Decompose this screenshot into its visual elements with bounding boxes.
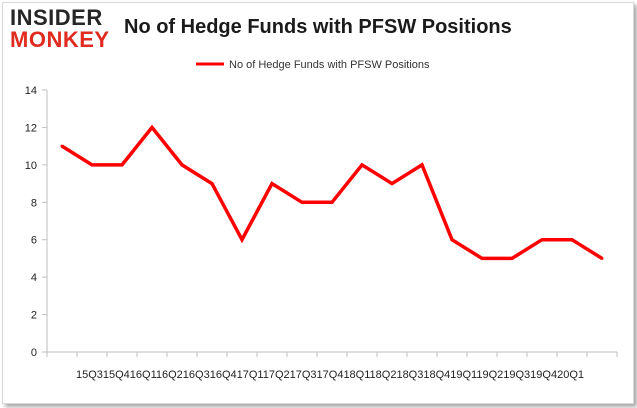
y-tick-label: 0 bbox=[31, 347, 37, 359]
data-point bbox=[210, 182, 214, 186]
data-point bbox=[120, 163, 124, 167]
series-layer bbox=[60, 124, 604, 261]
y-tick-label: 2 bbox=[31, 310, 37, 322]
logo-line-2: MONKEY bbox=[10, 27, 110, 52]
legend: No of Hedge Funds with PFSW Positions bbox=[196, 59, 430, 71]
data-point bbox=[180, 163, 184, 167]
x-axis-ticks bbox=[46, 352, 618, 357]
data-point bbox=[300, 200, 304, 204]
data-point bbox=[480, 256, 484, 260]
y-tick-label: 6 bbox=[31, 235, 37, 247]
y-tick-label: 12 bbox=[25, 122, 37, 134]
data-point bbox=[600, 256, 604, 260]
y-tick-label: 10 bbox=[25, 160, 37, 172]
data-point bbox=[570, 238, 574, 242]
data-point bbox=[360, 163, 364, 167]
data-point bbox=[540, 238, 544, 242]
data-point bbox=[240, 238, 244, 242]
series-line bbox=[61, 124, 603, 261]
data-point bbox=[150, 125, 154, 129]
legend-label: No of Hedge Funds with PFSW Positions bbox=[229, 59, 430, 71]
y-tick-label: 8 bbox=[31, 197, 37, 209]
data-point bbox=[510, 256, 514, 260]
chart-title: No of Hedge Funds with PFSW Positions bbox=[124, 16, 512, 38]
axes bbox=[46, 90, 617, 353]
data-point bbox=[390, 182, 394, 186]
data-point bbox=[450, 238, 454, 242]
data-point bbox=[330, 200, 334, 204]
insider-monkey-logo: INSIDER MONKEY bbox=[10, 7, 118, 53]
data-point bbox=[420, 163, 424, 167]
logo-line-1: INSIDER bbox=[10, 5, 103, 30]
y-axis-ticks: 0 2 4 6 8 10 12 14 bbox=[25, 85, 47, 359]
x-tick-labels: 15Q315Q416Q116Q216Q316Q417Q117Q217Q317Q4… bbox=[76, 369, 584, 381]
y-tick-label: 14 bbox=[25, 85, 37, 97]
y-tick-label: 4 bbox=[31, 272, 37, 284]
data-point bbox=[90, 163, 94, 167]
data-point bbox=[270, 182, 274, 186]
data-point bbox=[60, 144, 64, 148]
